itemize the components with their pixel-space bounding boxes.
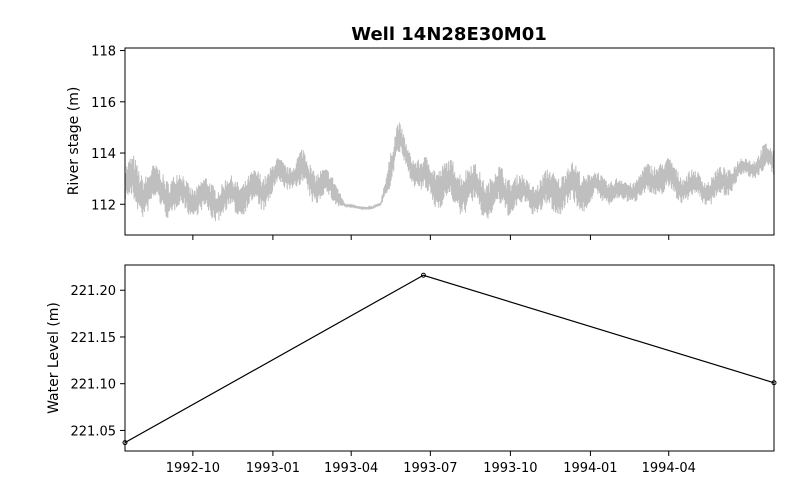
water-level-x-tick-label: 1992-10 (166, 461, 220, 476)
river-stage-line (125, 122, 774, 222)
river-stage-y-tick-label: 118 (91, 45, 116, 60)
river-stage-y-tick-label: 112 (91, 198, 116, 213)
water-level-y-tick-label: 221.15 (71, 331, 117, 346)
river-stage-x-ticks (192, 235, 670, 240)
water-level-x-tick-label: 1993-04 (324, 461, 378, 476)
water-level-x-tick-label: 1994-01 (563, 461, 617, 476)
river-stage-series (125, 122, 774, 222)
water-level-x-tick-label: 1993-10 (483, 461, 537, 476)
water-level-x-ticks: 1992-10 1993-01 1993-04 1993-07 1993-10 1994-… (166, 451, 696, 476)
chart-title: Well 14N28E30M01 (351, 24, 547, 45)
water-level-y-tick-label: 221.20 (71, 284, 117, 299)
water-level-y-tick-label: 221.05 (71, 424, 117, 439)
water-level-y-tick-label: 221.10 (71, 378, 117, 393)
water-level-x-tick-label: 1993-01 (246, 461, 300, 476)
water-level-y-label: Water Level (m) (46, 302, 62, 414)
water-level-y-ticks: 221.05 221.10 221.15 221.20 (71, 284, 125, 439)
water-level-x-tick-label: 1994-04 (642, 461, 696, 476)
river-stage-y-tick-label: 116 (91, 96, 116, 111)
water-level-line (124, 274, 775, 444)
river-stage-y-label: River stage (m) (66, 87, 82, 196)
river-stage-y-tick-label: 114 (91, 147, 116, 162)
river-stage-axes-frame (124, 47, 775, 236)
water-level-axes-frame (124, 264, 775, 452)
river-stage-y-ticks: 112 114 116 118 (91, 45, 125, 213)
water-level-point (420, 272, 426, 278)
water-level-x-tick-label: 1993-07 (403, 461, 457, 476)
river-stage-panel: 112 114 116 118 River stage (m) (66, 45, 775, 240)
